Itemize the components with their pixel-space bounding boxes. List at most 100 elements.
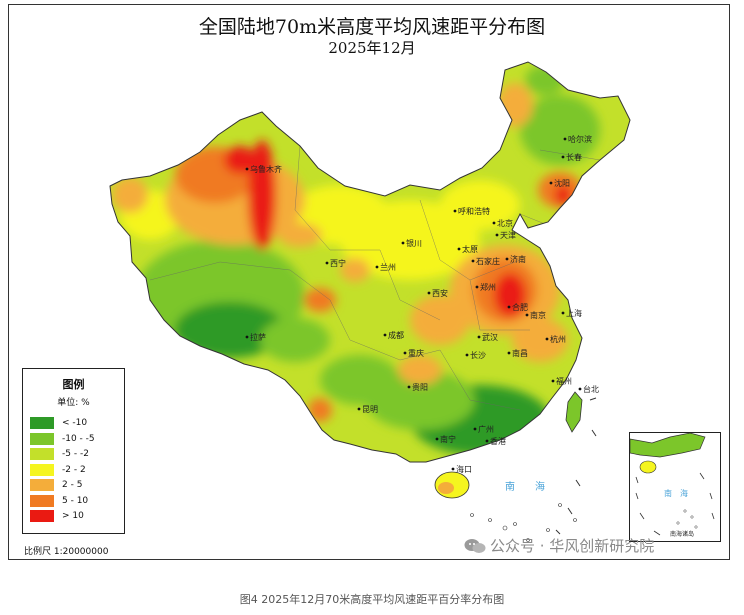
city-dot [465,353,469,357]
city-dot [492,221,496,225]
city-label: 郑州 [480,282,496,292]
inset-map: 南 海 南海诸岛 [629,432,715,538]
city-dot [551,379,555,383]
legend-label: 2 - 5 [62,480,83,490]
city-label: 银川 [406,238,422,248]
legend-label: 5 - 10 [62,495,89,506]
city-label: 昆明 [362,405,378,414]
city-dot [473,427,477,431]
taiwan-island [565,391,583,433]
city-label: 拉萨 [250,332,266,342]
city-label: 福州 [556,377,572,386]
legend-item: -10 - -5 [30,432,122,446]
city-label: 南宁 [440,434,456,444]
legend-item: 5 - 10 [30,494,122,508]
city-label: 太原 [462,244,478,254]
city-label: 南昌 [512,348,528,358]
city-dot [435,437,439,441]
legend-swatch [30,479,54,491]
city-dot [357,407,361,411]
city-label: 天津 [500,230,516,240]
legend-swatch [30,510,54,522]
city-label: 南京 [530,310,546,320]
city-label: 杭州 [550,334,566,344]
city-dot [561,155,565,159]
city-label: 沈阳 [554,178,570,188]
city-label: 长沙 [470,350,486,360]
city-label: 乌鲁木齐 [250,164,282,174]
city-label: 上海 [566,308,582,318]
city-dot [427,291,431,295]
city-label: 台北 [583,384,599,394]
city-dot [471,259,475,263]
south-sea-islands [470,503,577,542]
map-subtitle: 2025年12月 [328,39,416,57]
inset-label: 南海诸岛 [670,530,694,538]
legend-swatch [30,417,54,429]
city-label: 香港 [490,436,506,446]
city-label: 呼和浩特 [458,206,490,216]
city-label: 哈尔滨 [568,134,592,144]
city-dot [505,257,509,261]
city-dot [507,351,511,355]
city-label: 北京 [497,218,513,228]
city-dot [451,467,455,471]
city-label: 兰州 [380,262,396,272]
legend: 图例 单位: % < -10 -10 - -5 -5 - -2 -2 - 2 2 - 5… [22,368,125,534]
city-label: 贵阳 [412,382,428,392]
city-dot [407,385,411,389]
city-dot [563,137,567,141]
city-label: 合肥 [512,302,528,312]
city-dot [549,181,553,185]
legend-swatch [30,448,54,460]
sea-boundary-dashes [555,397,597,535]
legend-swatch [30,494,54,507]
scale-label: 比例尺 1:20000000 [24,547,109,557]
city-label: 济南 [510,254,526,264]
south-china-sea-inset: 南 海 南海诸岛 [629,432,721,542]
city-dot [578,387,582,391]
legend-unit: 单位: % [57,398,90,408]
city-dot [401,241,405,245]
city-dot [475,285,479,289]
legend-label: -10 - -5 [62,433,95,444]
legend-title: 图例 [62,378,85,391]
legend-item: 2 - 5 [30,479,122,492]
wechat-icon [464,539,486,553]
city-label: 石家庄 [476,256,500,266]
city-dot [245,335,249,339]
city-dot [375,265,379,269]
city-label: 成都 [388,330,404,340]
legend-label: > 10 [62,511,84,521]
figure-caption: 图4 2025年12月70米高度平均风速距平百分率分布图 [239,593,505,606]
sea-label-hai: 海 [535,480,545,493]
legend-swatch [30,432,54,445]
city-dot [507,305,511,309]
legend-label: -5 - -2 [62,449,89,459]
city-dot [325,261,329,265]
city-label: 西安 [432,288,448,298]
inset-sea-nan: 南 [664,488,672,498]
city-label: 西宁 [330,258,346,268]
map-title: 全国陆地70m米高度平均风速距平分布图 [198,16,546,38]
city-label: 武汉 [482,332,498,342]
city-dot [495,233,499,237]
city-dot [403,351,407,355]
watermark: 公众号 · 华风创新研究院 [464,535,654,556]
city-dot [545,337,549,341]
city-dot [561,311,565,315]
legend-item: -5 - -2 [30,448,122,461]
city-dot [457,247,461,251]
city-dot [485,439,489,443]
legend-label: -2 - 2 [62,464,86,475]
city-dot [383,333,387,337]
city-label: 重庆 [408,348,424,358]
legend-item: > 10 [30,510,122,523]
legend-swatch [30,463,54,476]
legend-item: < -10 [30,417,122,430]
sea-label-nan: 南 [505,480,515,493]
legend-label: < -10 [62,418,88,428]
inset-sea-hai: 海 [680,488,688,498]
city-dot [525,313,529,317]
